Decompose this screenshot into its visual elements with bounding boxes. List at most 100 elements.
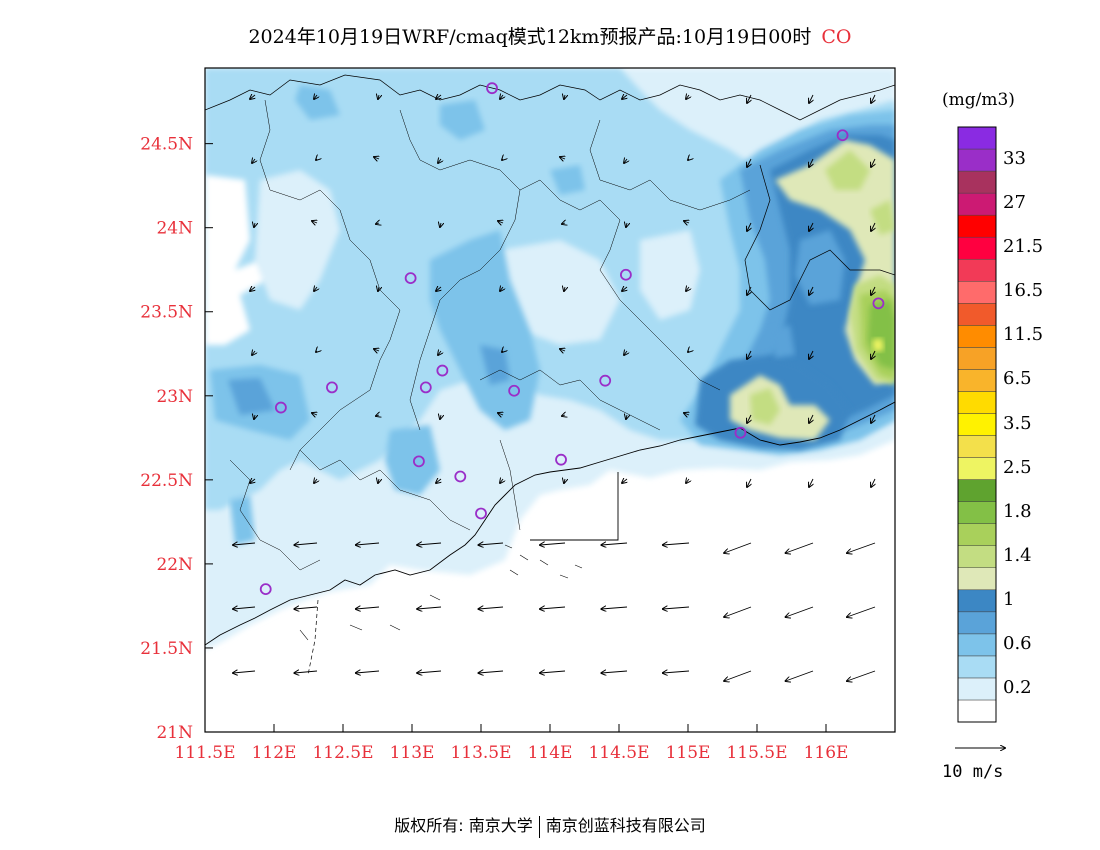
- low-concentration-pocket: [640, 230, 700, 320]
- wind-arrow: [747, 94, 751, 103]
- station-marker: [326, 381, 338, 394]
- low-concentration-pocket: [205, 175, 275, 345]
- moderate-concentration-band: [480, 345, 510, 385]
- wind-arrow: [417, 607, 442, 609]
- lat-tick-label: 21.5N: [140, 639, 193, 659]
- wind-arrow: [250, 287, 255, 291]
- wind-arrow: [378, 479, 379, 483]
- high-concentration-zone-east: [825, 150, 870, 190]
- wind-arrow: [871, 350, 875, 359]
- legend-swatch: [957, 435, 997, 458]
- legend-value-label: 0.2: [1003, 676, 1032, 698]
- lat-tick-label: 23.5N: [140, 303, 193, 323]
- station-marker: [454, 470, 467, 483]
- legend-swatch: [957, 567, 997, 591]
- legend-value-label: 11.5: [1003, 324, 1044, 346]
- lon-tick-label: 113.5E: [450, 743, 511, 763]
- station-marker: [620, 268, 632, 281]
- wind-arrow: [254, 415, 255, 419]
- wind-arrow: [747, 478, 751, 487]
- wind-arrow: [436, 479, 441, 483]
- lon-tick-label: 115E: [666, 743, 711, 763]
- legend-value-label: 1.8: [1003, 500, 1032, 522]
- wind-arrow: [786, 542, 814, 553]
- wind-arrow: [686, 95, 689, 99]
- wind-arrow: [747, 414, 751, 423]
- wind-arrow: [440, 415, 441, 419]
- station-marker: [412, 455, 425, 468]
- wind-arrow: [436, 287, 441, 291]
- wind-arrow: [356, 607, 380, 609]
- station-marker: [475, 507, 487, 520]
- wind-arrow: [684, 221, 689, 223]
- legend-value-label: 2.5: [1003, 456, 1032, 478]
- wind-arrow: [312, 413, 317, 415]
- wind-arrow: [233, 607, 256, 609]
- legend-swatch: [957, 148, 997, 172]
- moderate-concentration-band: [228, 378, 275, 415]
- wind-arrow: [356, 671, 380, 673]
- wind-arrow: [479, 543, 504, 545]
- high-concentration-zone-coast: [770, 325, 795, 358]
- moderate-concentration-band: [550, 165, 585, 195]
- wind-arrow: [294, 543, 318, 545]
- wind-arrow: [502, 351, 503, 352]
- wind-arrow: [252, 351, 255, 355]
- wind-reference-label: 10 m/s: [942, 762, 1004, 782]
- wind-arrow: [871, 414, 875, 423]
- wind-arrow: [663, 671, 690, 673]
- legend-value-label: 21.5: [1003, 236, 1044, 258]
- wind-arrow: [564, 287, 565, 291]
- boundaries: [205, 74, 895, 676]
- wind-arrow: [560, 349, 565, 351]
- wind-arrow: [479, 607, 504, 609]
- lat-tick-label: 24N: [156, 219, 193, 239]
- station-marker: [872, 297, 885, 310]
- legend-swatch: [957, 214, 997, 238]
- wind-arrow: [356, 543, 380, 545]
- title-text: 2024年10月19日WRF/cmaq模式12km预报产品:10月19日00时: [248, 26, 812, 48]
- wind-arrow: [498, 413, 503, 415]
- legend-swatch: [957, 281, 997, 304]
- wind-arrow: [252, 159, 255, 163]
- legend-value-label: 1.4: [1003, 544, 1032, 566]
- lat-tick-label: 22N: [156, 555, 193, 575]
- wind-arrow: [294, 607, 318, 609]
- legend-swatch: [957, 347, 997, 370]
- legend-swatch: [957, 479, 997, 502]
- wind-arrow: [747, 286, 751, 295]
- wind-arrow: [562, 223, 565, 224]
- county-boundary: [589, 119, 751, 211]
- wind-arrow: [316, 351, 317, 352]
- lon-tick-label: 112E: [252, 743, 297, 763]
- province-boundary: [205, 74, 895, 121]
- legend-swatch: [957, 545, 997, 568]
- station-marker: [436, 364, 449, 377]
- coastal-dashes: [307, 599, 319, 676]
- legend-unit: (mg/m3): [942, 90, 1015, 110]
- lon-tick-label: 113E: [390, 743, 435, 763]
- wind-arrow: [374, 157, 379, 159]
- high-concentration-zone-east: [795, 230, 845, 305]
- wind-arrow: [250, 95, 255, 99]
- station-marker: [259, 583, 272, 596]
- county-boundary: [259, 99, 401, 471]
- legend-swatch: [957, 258, 997, 282]
- wind-arrow: [560, 157, 565, 159]
- wind-arrow: [686, 479, 689, 483]
- wind-arrow: [500, 287, 503, 291]
- legend-swatch: [957, 369, 997, 392]
- legend-swatch: [957, 413, 997, 436]
- station-marker: [508, 384, 521, 397]
- wind-arrow: [809, 478, 813, 487]
- wind-arrow: [314, 287, 317, 291]
- wind-arrow: [376, 415, 379, 416]
- wind-arrow: [747, 158, 751, 167]
- station-marker: [555, 453, 567, 466]
- wind-arrow: [601, 671, 628, 673]
- wind-arrow: [540, 543, 566, 545]
- lon-tick-label: 115.5E: [726, 743, 787, 763]
- wind-arrow: [786, 670, 814, 681]
- wind-arrow: [601, 607, 628, 609]
- copyright-left: 版权所有: 南京大学: [394, 816, 533, 835]
